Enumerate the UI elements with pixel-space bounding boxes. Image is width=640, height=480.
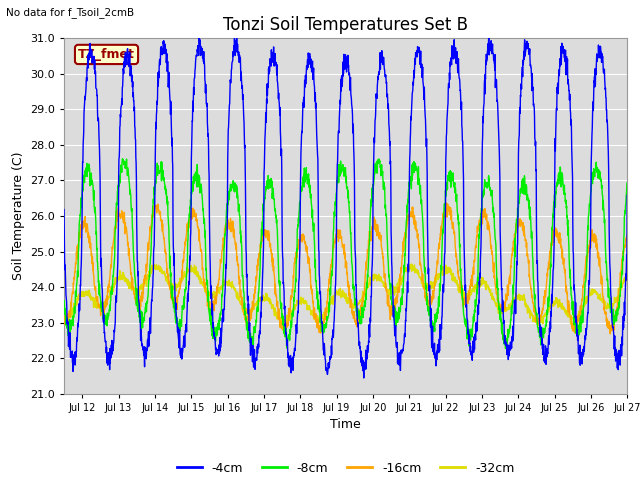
-4cm (485, 33, 493, 38)
-16cm (443, 200, 451, 206)
-16cm (319, 324, 327, 330)
-4cm (607, 304, 615, 310)
-32cm (607, 302, 615, 308)
Line: -16cm: -16cm (64, 203, 627, 334)
-4cm (504, 342, 512, 348)
-8cm (319, 330, 327, 336)
-8cm (502, 346, 509, 351)
Line: -32cm: -32cm (64, 264, 627, 325)
-32cm (150, 261, 157, 267)
-32cm (504, 306, 511, 312)
-32cm (607, 301, 615, 307)
-8cm (607, 305, 615, 311)
Line: -4cm: -4cm (64, 36, 627, 378)
-16cm (607, 326, 615, 332)
Title: Tonzi Soil Temperatures Set B: Tonzi Soil Temperatures Set B (223, 16, 468, 34)
Y-axis label: Soil Temperature (C): Soil Temperature (C) (12, 152, 24, 280)
-32cm (60, 314, 68, 320)
-32cm (534, 323, 542, 328)
-16cm (60, 313, 68, 319)
-4cm (319, 340, 327, 346)
-8cm (334, 174, 342, 180)
-16cm (607, 323, 615, 328)
-8cm (607, 308, 615, 313)
-32cm (623, 274, 631, 279)
X-axis label: Time: Time (330, 418, 361, 431)
-32cm (89, 297, 97, 303)
Legend: -4cm, -8cm, -16cm, -32cm: -4cm, -8cm, -16cm, -32cm (172, 456, 520, 480)
-8cm (89, 182, 97, 188)
-8cm (504, 326, 512, 332)
-16cm (623, 233, 631, 239)
-4cm (60, 207, 68, 213)
-32cm (319, 312, 327, 317)
-4cm (607, 294, 615, 300)
-8cm (60, 306, 68, 312)
Text: TZ_fmet: TZ_fmet (78, 48, 135, 61)
-4cm (623, 192, 631, 198)
-16cm (607, 331, 614, 337)
-4cm (334, 145, 342, 151)
-8cm (118, 156, 126, 162)
-4cm (360, 375, 367, 381)
-16cm (334, 228, 342, 234)
Text: No data for f_Tsoil_2cmB: No data for f_Tsoil_2cmB (6, 7, 134, 18)
-4cm (89, 54, 97, 60)
-16cm (89, 267, 97, 273)
Line: -8cm: -8cm (64, 159, 627, 348)
-16cm (504, 291, 511, 297)
-32cm (334, 289, 342, 295)
-8cm (623, 180, 631, 185)
